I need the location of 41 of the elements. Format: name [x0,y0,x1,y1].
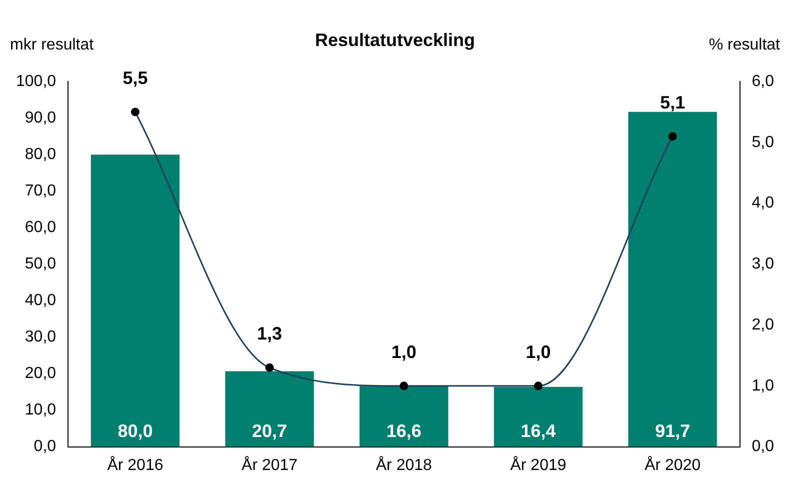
y-tick-label: 90,0 [24,110,56,127]
x-tick-label: År 2019 [510,456,566,474]
y-tick-label: 60,0 [24,219,56,236]
y2-tick-label: 3,0 [752,256,774,273]
data-label: 91,7 [655,420,690,441]
data-label: 16,4 [520,420,556,441]
data-label: 80,0 [118,420,153,441]
y-tick-label: 100,0 [16,73,56,90]
data-label: 1,0 [526,342,551,362]
y-tick-label: 20,0 [24,365,56,382]
y2-axis-title: % resultat [708,36,781,54]
bar [628,112,717,447]
y-tick-label: 30,0 [24,328,56,346]
data-label: 16,6 [386,420,422,441]
data-label: 5,1 [660,92,686,112]
bar [90,154,180,447]
y-tick-label: 10,0 [24,402,56,419]
y-tick-label: 70,0 [24,182,56,200]
y-tick-label: 80,0 [24,146,56,164]
y-tick-label: 50,0 [24,256,56,273]
y-tick-label: 40,0 [24,292,56,310]
data-label: 5,5 [122,68,148,88]
y2-tick-label: 0,0 [752,438,774,456]
bar [360,386,448,447]
data-label: 1,3 [257,324,282,344]
data-label: 1,0 [391,342,416,362]
x-tick-label: År 2017 [242,456,298,474]
bar [225,371,314,447]
y2-tick-label: 4,0 [752,194,774,212]
y2-tick-label: 5,0 [752,134,774,151]
y-tick-label: 0,0 [34,438,56,456]
y2-tick-label: 6,0 [752,73,774,90]
chart-title: Resultatutveckling [314,30,476,50]
data-label: 20,7 [252,420,288,441]
y-axis-title: mkr resultat [10,36,94,54]
x-tick-label: År 2020 [644,456,701,474]
bar [494,386,583,447]
y2-tick-label: 2,0 [752,316,774,334]
y2-tick-label: 1,0 [752,377,774,394]
x-tick-label: År 2016 [107,456,164,474]
x-tick-label: År 2018 [376,456,432,474]
